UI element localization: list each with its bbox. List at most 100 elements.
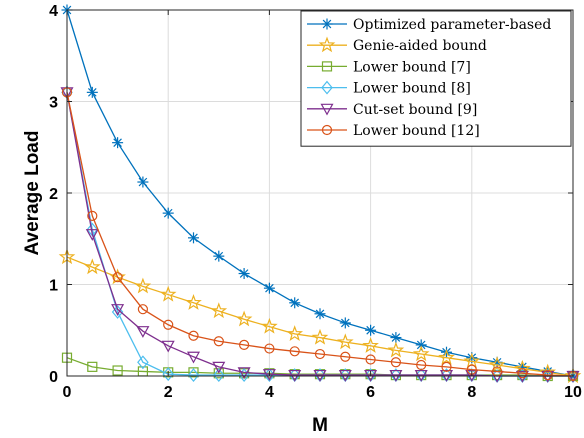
data-point-stroke	[163, 208, 173, 218]
data-point	[86, 86, 98, 98]
data-point	[321, 80, 333, 95]
data-point	[412, 345, 430, 362]
series-line	[66, 256, 574, 377]
data-point	[210, 302, 228, 319]
data-point	[365, 324, 377, 336]
legend-label: Optimized parameter-based	[353, 17, 551, 33]
data-point	[83, 258, 101, 275]
y-tick-label: 2	[49, 186, 58, 203]
data-point-stroke	[113, 138, 122, 147]
data-point	[314, 348, 326, 360]
data-point-stroke	[467, 353, 477, 363]
data-point	[542, 369, 553, 381]
legend-label: Lower bound [7]	[353, 59, 471, 75]
data-point	[314, 308, 326, 320]
data-point	[212, 361, 226, 374]
data-point	[463, 352, 481, 369]
data-point	[87, 210, 98, 221]
data-point	[112, 365, 123, 376]
data-point	[137, 355, 149, 370]
data-point	[362, 337, 379, 353]
data-point	[387, 341, 405, 358]
data-point	[162, 207, 174, 219]
x-tick-label: 8	[467, 384, 476, 401]
data-point	[517, 368, 528, 379]
data-point	[339, 317, 351, 329]
data-point-stroke	[265, 283, 274, 293]
legend-label: Lower bound [8]	[353, 81, 471, 97]
data-point	[188, 367, 199, 378]
data-point	[488, 356, 506, 373]
data-point	[238, 268, 250, 280]
data-point	[85, 229, 99, 241]
data-point	[111, 304, 125, 316]
data-point	[286, 325, 304, 341]
data-point	[390, 357, 401, 368]
data-point	[263, 282, 275, 294]
data-point-stroke	[322, 19, 332, 29]
x-tick-label: 0	[63, 384, 72, 401]
data-point	[136, 326, 150, 338]
data-point	[340, 351, 351, 362]
data-point-stroke	[214, 251, 224, 261]
x-tick-label: 2	[164, 384, 173, 401]
data-point	[262, 369, 276, 381]
data-point	[112, 137, 124, 149]
x-tick-label: 6	[366, 384, 375, 401]
y-tick-label: 1	[49, 278, 58, 295]
data-point	[188, 232, 199, 244]
data-point	[311, 328, 329, 345]
data-point-stroke	[239, 269, 249, 278]
data-point	[87, 361, 98, 372]
legend-label: Lower bound [12]	[353, 123, 480, 139]
data-point	[336, 333, 354, 350]
data-point	[111, 305, 124, 319]
data-point	[137, 176, 149, 188]
legend-entry: Lower bound [12]	[307, 123, 480, 139]
series-line	[66, 92, 574, 377]
legend: Optimized parameter-based Genie-aided bou…	[300, 10, 572, 147]
data-point	[187, 368, 200, 383]
legend-entry: Optimized parameter-based	[307, 17, 551, 33]
data-point-stroke	[290, 298, 300, 308]
data-point	[159, 285, 177, 302]
data-point-stroke	[189, 233, 198, 243]
data-point-stroke	[315, 309, 325, 319]
y-tick-label: 0	[49, 369, 58, 386]
series-lower-bound-12	[61, 87, 579, 382]
data-point-stroke	[391, 333, 401, 342]
data-point	[161, 340, 175, 353]
data-point	[321, 61, 333, 72]
data-point	[365, 354, 376, 365]
data-point	[321, 124, 333, 136]
legend-entry: Cut-set bound [9]	[307, 102, 477, 118]
data-point	[390, 332, 402, 344]
data-point	[264, 343, 275, 354]
data-point	[438, 348, 455, 365]
y-tick-label: 4	[49, 3, 58, 20]
data-point	[289, 346, 300, 357]
axis-ticks: 0 2 4 6 8 10 0 1 2 3 4	[49, 3, 582, 401]
x-axis-title: M	[312, 415, 328, 436]
legend-label: Cut-set bound [9]	[353, 102, 477, 118]
data-point-stroke	[416, 340, 426, 350]
x-tick-label: 4	[265, 384, 274, 401]
y-tick-label: 3	[49, 95, 58, 112]
data-point	[289, 297, 301, 309]
data-point	[185, 294, 202, 310]
data-point	[213, 336, 224, 347]
data-point	[112, 272, 123, 283]
data-point	[235, 310, 253, 327]
data-point-stroke	[138, 177, 148, 187]
data-point	[441, 361, 452, 372]
data-point	[213, 368, 225, 383]
data-point	[109, 268, 126, 285]
data-point	[137, 304, 148, 315]
data-point	[186, 351, 201, 364]
data-point	[318, 36, 336, 53]
data-point-stroke	[366, 325, 375, 335]
data-point	[213, 250, 225, 262]
y-axis-title: Average Load	[22, 131, 43, 256]
x-tick-label: 10	[564, 384, 582, 401]
